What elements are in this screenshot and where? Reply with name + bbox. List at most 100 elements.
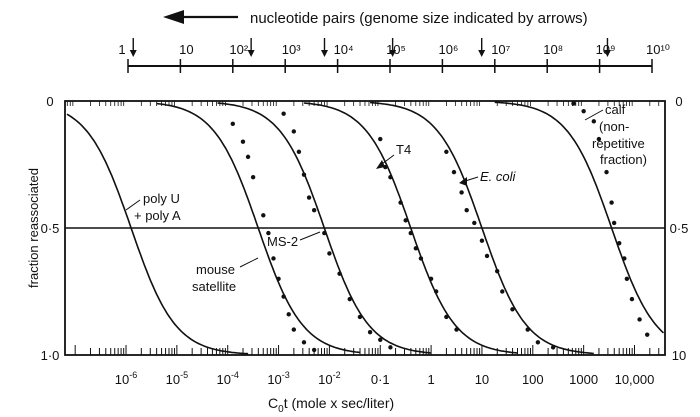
cot-axis-tick-label: 1 xyxy=(427,372,434,387)
data-point xyxy=(581,108,586,114)
genome-size-arrow-head xyxy=(389,50,397,57)
cot-tick-exponent: -3 xyxy=(282,370,290,380)
cot-axis: 10-6 10-5 10-4 10-3 10-2 0·1 1 10 100 1000 10,000 xyxy=(66,101,660,387)
cot-tick-exponent: -2 xyxy=(333,370,341,380)
data-point xyxy=(472,220,477,226)
label-mouse-leader xyxy=(239,257,259,268)
data-point xyxy=(622,256,627,261)
data-point xyxy=(357,314,363,320)
data-point xyxy=(403,218,408,223)
reassociation-curve xyxy=(217,102,432,354)
cot-tick-base: 10 xyxy=(475,372,489,387)
reassociation-curve xyxy=(370,101,594,355)
data-point xyxy=(388,345,393,350)
cot-axis-tick-label: 10-4 xyxy=(216,370,238,387)
cot-tick-base: 10 xyxy=(318,372,332,387)
data-point xyxy=(291,129,297,134)
cot-tick-exponent: -6 xyxy=(129,370,137,380)
data-point xyxy=(296,149,302,154)
y-tick-right-1: 10 xyxy=(672,348,686,363)
data-point xyxy=(408,230,413,236)
data-point xyxy=(311,347,317,353)
data-point xyxy=(378,136,383,142)
data-point xyxy=(388,175,393,180)
genome-size-arrow-head xyxy=(247,50,255,57)
label-mouse-line2: satellite xyxy=(192,279,236,294)
cot-axis-tick-label: 100 xyxy=(522,372,544,387)
cot-tick-base: 1 xyxy=(427,372,434,387)
data-point xyxy=(454,327,459,332)
y-tick-right-0: 0 xyxy=(675,94,682,109)
data-point xyxy=(347,296,352,302)
data-point xyxy=(525,327,530,332)
data-point xyxy=(428,276,434,281)
top-axis-tick-label: 10⁸ xyxy=(543,42,563,57)
cot-axis-tick-label: 1000 xyxy=(569,372,598,387)
series-labels: poly U + poly A MS-2 mouse satellite T4 … xyxy=(125,102,648,294)
label-mouse-line1: mouse xyxy=(196,262,235,277)
banner-arrow-label: nucleotide pairs (genome size indicated … xyxy=(250,10,588,27)
cot-tick-base: 10 xyxy=(267,372,281,387)
label-ecoli-arrowhead xyxy=(459,177,467,186)
data-point xyxy=(378,337,383,342)
reassociation-curve xyxy=(494,101,665,334)
top-axis-tick-label: 1 xyxy=(118,42,125,57)
label-ms2-leader xyxy=(299,231,321,241)
data-point xyxy=(322,230,327,236)
data-point xyxy=(301,340,307,345)
top-axis-tick-label: 10⁹ xyxy=(596,42,616,57)
genome-size-arrow-head xyxy=(321,50,328,57)
data-point xyxy=(281,294,286,299)
label-calf-line4: fraction) xyxy=(600,152,647,167)
top-axis-tick-label: 10³ xyxy=(282,42,301,57)
y-tick-left-05: 0·5 xyxy=(41,221,60,236)
data-point xyxy=(418,256,424,261)
top-nucleotide-axis: 1 10 10² 10³ 10⁴ 10⁵ 10⁶ 10⁷ 10⁸ 10⁹ 10¹⁰ xyxy=(118,38,670,73)
x-axis-title-c: C xyxy=(268,395,278,411)
cot-axis-tick-label: 10-6 xyxy=(115,370,137,387)
label-calf: calf (non- repetitive fraction) xyxy=(592,102,648,167)
data-point xyxy=(510,307,515,312)
x-axis-title: C0t (mole x sec/liter) xyxy=(268,395,394,415)
y-tick-left-0: 0 xyxy=(46,94,53,109)
data-point xyxy=(250,175,256,180)
cot-tick-base: 10,000 xyxy=(615,372,655,387)
data-point xyxy=(240,139,246,144)
data-point xyxy=(291,327,297,332)
data-point xyxy=(311,208,317,213)
top-arrow-banner: nucleotide pairs (genome size indicated … xyxy=(163,10,588,27)
top-axis-tick-label: 10⁷ xyxy=(491,42,510,57)
plot-frame xyxy=(64,100,666,356)
data-point xyxy=(281,111,286,116)
data-point xyxy=(271,256,276,261)
cot-tick-base: 0·1 xyxy=(371,372,390,387)
cot-axis-tick-label: 10-5 xyxy=(166,370,188,387)
label-calf-line3: repetitive xyxy=(592,136,645,151)
data-point xyxy=(433,289,439,294)
data-point xyxy=(550,345,556,350)
data-point xyxy=(245,154,251,160)
cot-axis-tick-label: 10-3 xyxy=(267,370,289,387)
data-point xyxy=(604,169,609,175)
data-point xyxy=(413,246,419,251)
data-point xyxy=(444,314,449,320)
data-point xyxy=(500,289,505,294)
data-point xyxy=(611,220,617,226)
data-point xyxy=(464,208,469,213)
data-point xyxy=(327,251,332,256)
data-point xyxy=(286,312,291,317)
label-poly-ua-line2: + poly A xyxy=(134,208,181,223)
cot-tick-base: 10 xyxy=(115,372,129,387)
data-point xyxy=(617,241,622,246)
label-poly-ua-line1: poly U xyxy=(143,191,180,206)
y-tick-left-1: 1·0 xyxy=(41,348,60,363)
top-axis-tick-label: 10⁵ xyxy=(386,42,406,57)
reassociation-curve xyxy=(156,102,361,354)
data-point xyxy=(261,213,266,218)
cot-tick-base: 10 xyxy=(166,372,180,387)
data-point xyxy=(367,329,373,335)
data-point xyxy=(479,238,485,243)
label-calf-line1: calf xyxy=(605,102,626,117)
cot-axis-tick-label: 10,000 xyxy=(615,372,655,387)
label-ecoli: E. coli xyxy=(480,169,517,184)
